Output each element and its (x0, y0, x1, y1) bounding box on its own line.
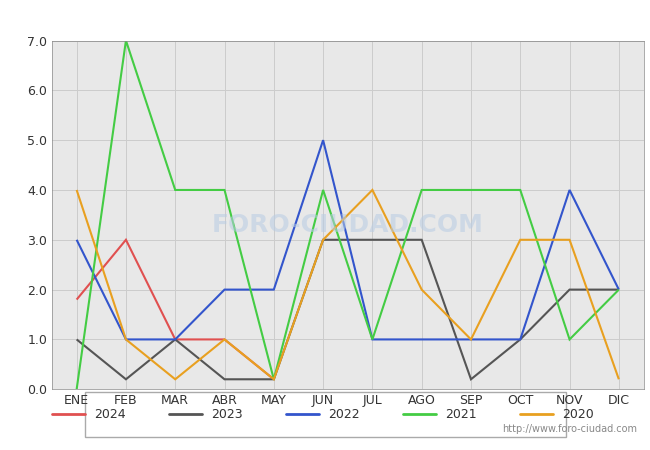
FancyBboxPatch shape (84, 392, 566, 437)
Text: http://www.foro-ciudad.com: http://www.foro-ciudad.com (502, 424, 637, 434)
Text: 2020: 2020 (562, 408, 594, 421)
Text: 2021: 2021 (445, 408, 477, 421)
Text: 2022: 2022 (328, 408, 360, 421)
Text: 2023: 2023 (211, 408, 243, 421)
Text: 2024: 2024 (94, 408, 126, 421)
Text: Matriculaciones de Vehiculos en Villalpando: Matriculaciones de Vehiculos en Villalpa… (144, 11, 506, 29)
Text: FORO-CIUDAD.COM: FORO-CIUDAD.COM (212, 213, 484, 237)
